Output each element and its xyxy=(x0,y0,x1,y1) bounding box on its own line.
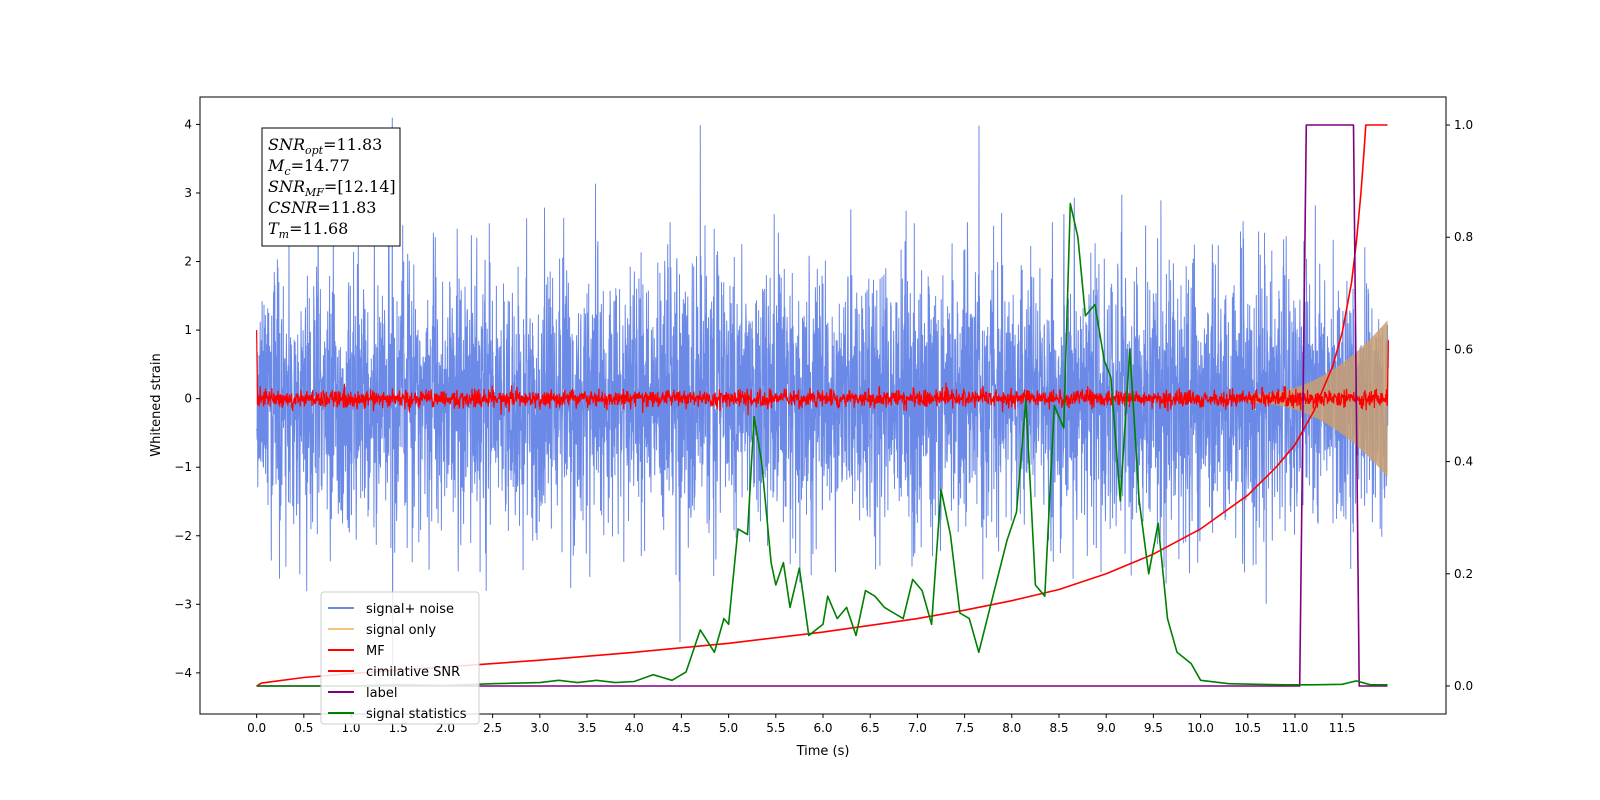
x-tick-label: 8.5 xyxy=(1049,721,1068,735)
signal-statistics-line xyxy=(256,202,1388,687)
y-axis-label: Whitened strain xyxy=(149,353,164,456)
y-tick-label: −2 xyxy=(174,529,192,543)
y2-tick-label: 0.4 xyxy=(1454,455,1473,469)
annotation-line: CSNR=11.83 xyxy=(268,198,376,217)
y2-tick-label: 1.0 xyxy=(1454,118,1473,132)
x-tick-label: 10.5 xyxy=(1234,721,1261,735)
x-tick-label: 0.0 xyxy=(247,721,266,735)
y2-tick-label: 0.0 xyxy=(1454,679,1473,693)
x-tick-label: 6.0 xyxy=(813,721,832,735)
legend-label: label xyxy=(366,686,397,701)
x-tick-label: 4.0 xyxy=(625,721,644,735)
x-tick-label: 9.5 xyxy=(1144,721,1163,735)
y-tick-label: −4 xyxy=(174,666,192,680)
plot-area xyxy=(256,117,1389,687)
x-tick-label: 3.0 xyxy=(530,721,549,735)
y2-tick-label: 0.8 xyxy=(1454,230,1473,244)
x-tick-label: 7.0 xyxy=(908,721,927,735)
legend-label: signal statistics xyxy=(366,707,467,722)
signal-noise-line xyxy=(256,117,1389,680)
y-tick-label: 3 xyxy=(184,186,192,200)
annotation-line: Mc=14.77 xyxy=(267,156,350,178)
annotation-line: SNRMF=[12.14] xyxy=(268,177,396,199)
x-tick-label: 11.5 xyxy=(1329,721,1356,735)
x-tick-label: 4.5 xyxy=(672,721,691,735)
legend: signal+ noise signal only MF cimilative SNR… xyxy=(320,591,480,725)
x-tick-label: 11.0 xyxy=(1282,721,1309,735)
x-tick-label: 10.0 xyxy=(1187,721,1214,735)
x-tick-label: 0.5 xyxy=(294,721,313,735)
x-tick-label: 7.5 xyxy=(955,721,974,735)
y-tick-label: −3 xyxy=(174,597,192,611)
x-tick-label: 8.0 xyxy=(1002,721,1021,735)
legend-label: signal+ noise xyxy=(366,602,454,617)
x-tick-label: 3.5 xyxy=(577,721,596,735)
signal-noise-series xyxy=(256,117,1389,680)
cimilative-snr-line xyxy=(256,124,1388,687)
x-tick-label: 9.0 xyxy=(1097,721,1116,735)
y-tick-label: 2 xyxy=(184,255,192,269)
annotation-box: SNRopt=11.83Mc=14.77SNRMF=[12.14]CSNR=11… xyxy=(261,127,401,247)
right-axis-series xyxy=(256,124,1388,687)
label-line xyxy=(256,124,1388,687)
x-tick-label: 2.5 xyxy=(483,721,502,735)
y2-axis: 0.0 0.2 0.4 0.6 0.8 1.0 xyxy=(1446,118,1473,693)
y-tick-label: 0 xyxy=(184,392,192,406)
y-tick-label: 4 xyxy=(184,117,192,131)
y-axis: −4 −3 −2 −1 0 1 2 3 4 xyxy=(174,117,200,680)
x-tick-label: 5.5 xyxy=(766,721,785,735)
legend-frame xyxy=(320,591,480,725)
x-axis-label: Time (s) xyxy=(796,744,850,759)
mf-line xyxy=(256,330,1389,416)
annotation-line: Tm=11.68 xyxy=(268,219,348,241)
legend-label: signal only xyxy=(366,623,436,638)
y2-tick-label: 0.2 xyxy=(1454,567,1473,581)
y-tick-label: −1 xyxy=(174,460,192,474)
legend-label: MF xyxy=(366,644,385,659)
mf-series xyxy=(256,330,1389,416)
x-tick-label: 6.5 xyxy=(861,721,880,735)
annotation-line: SNRopt=11.83 xyxy=(268,135,382,157)
y-tick-label: 1 xyxy=(184,323,192,337)
legend-label: cimilative SNR xyxy=(366,665,460,680)
annotation-frame xyxy=(261,127,401,247)
x-tick-label: 5.0 xyxy=(719,721,738,735)
y2-tick-label: 0.6 xyxy=(1454,342,1473,356)
